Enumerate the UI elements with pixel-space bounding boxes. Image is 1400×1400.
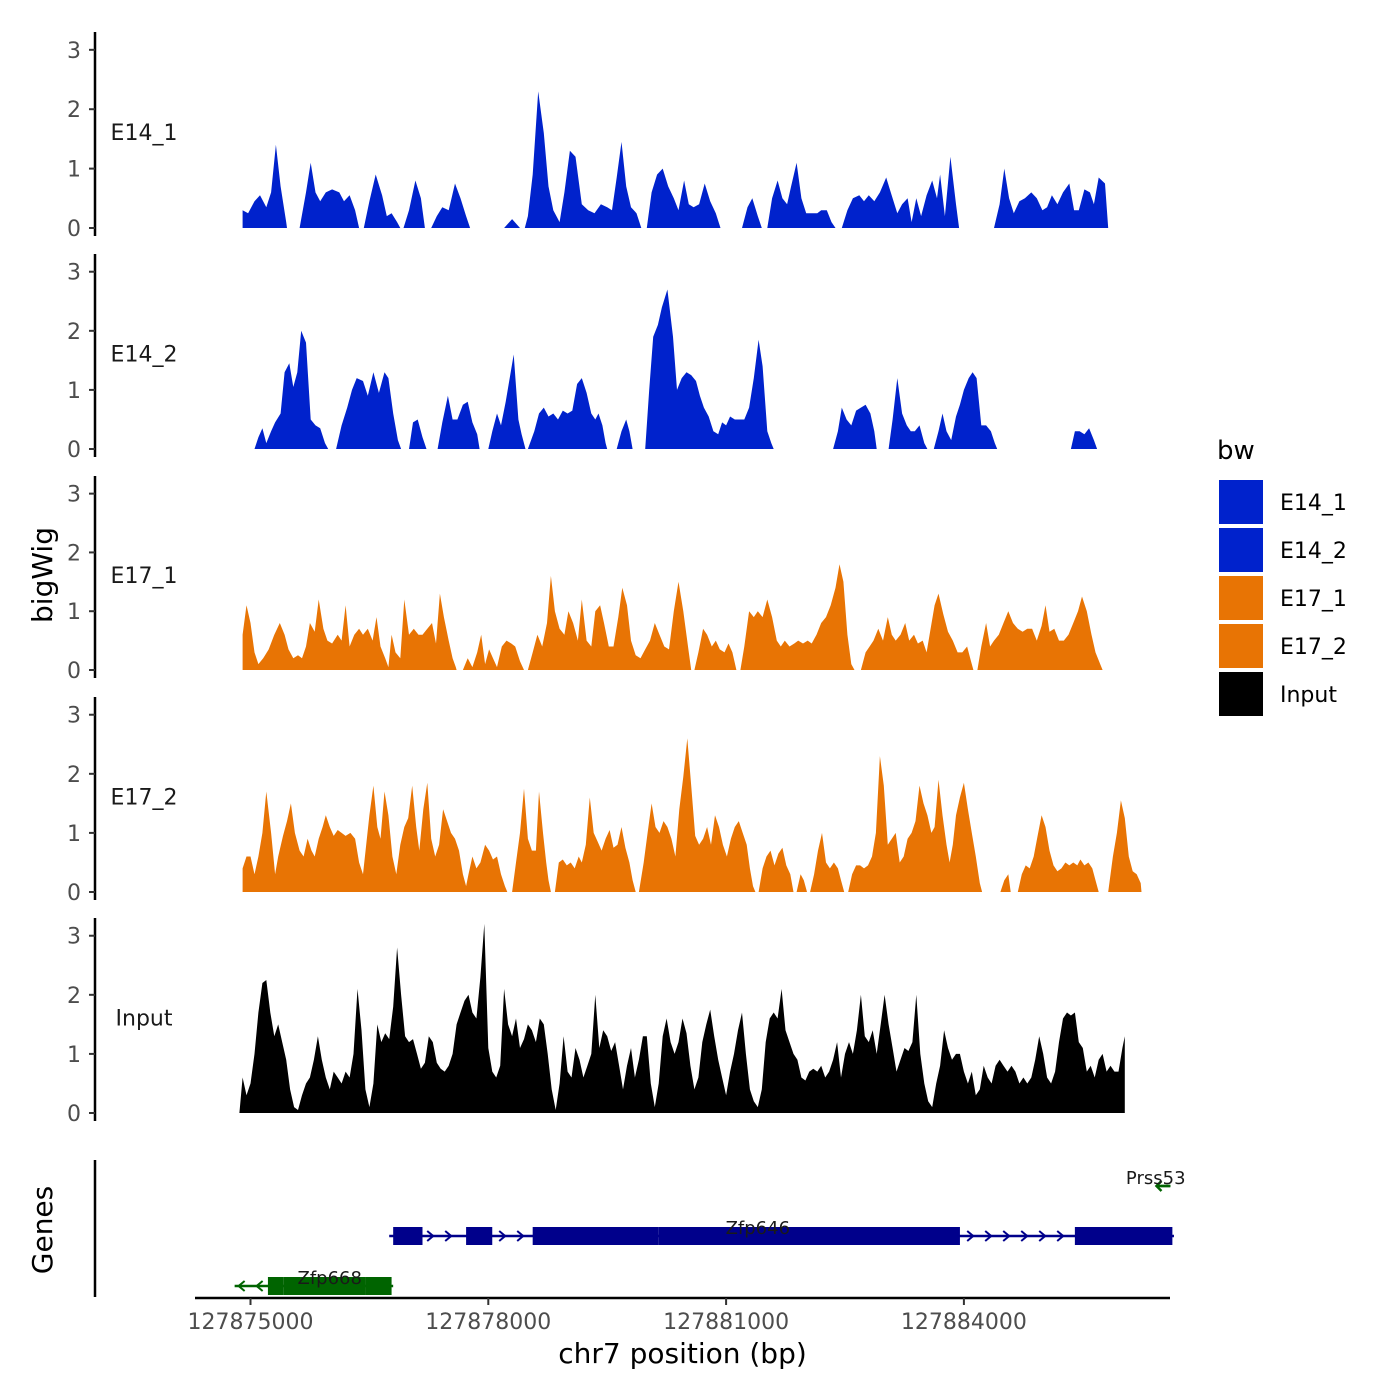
y-tick-label-E17_2-0: 0 bbox=[67, 881, 81, 906]
exon-Zfp668-1 bbox=[283, 1277, 366, 1295]
track-label-E14_1: E14_1 bbox=[111, 121, 178, 146]
y-tick-label-E14_1-3: 3 bbox=[67, 39, 81, 64]
track-label-E17_2: E17_2 bbox=[111, 786, 178, 811]
y-tick-label-Input-2: 2 bbox=[67, 984, 81, 1009]
y-tick-label-E14_2-1: 1 bbox=[67, 379, 81, 404]
y-tick-label-E17_1-1: 1 bbox=[67, 600, 81, 625]
legend-swatch-E14_1 bbox=[1219, 480, 1263, 524]
gene-Prss53: Prss53 bbox=[1126, 1168, 1186, 1192]
y-tick-label-E14_1-0: 0 bbox=[67, 217, 81, 242]
track-label-Input: Input bbox=[116, 1007, 173, 1032]
y-tick-label-Input-1: 1 bbox=[67, 1043, 81, 1068]
x-tick-label-127875000: 127875000 bbox=[187, 1310, 313, 1335]
exon-Zfp668-2 bbox=[365, 1277, 392, 1295]
genes-track-label: Genes bbox=[26, 1186, 59, 1274]
y-tick-label-E17_1-0: 0 bbox=[67, 659, 81, 684]
legend-swatch-E17_1 bbox=[1219, 576, 1263, 620]
y-tick-label-Input-3: 3 bbox=[67, 925, 81, 950]
legend-swatch-E14_2 bbox=[1219, 528, 1263, 572]
y-tick-label-E17_2-1: 1 bbox=[67, 822, 81, 847]
y-axis-label: bigWig bbox=[26, 527, 59, 623]
y-tick-label-E17_1-2: 2 bbox=[67, 541, 81, 566]
y-tick-label-E14_2-3: 3 bbox=[67, 261, 81, 286]
strand-arrow-icon bbox=[966, 1230, 975, 1242]
strand-arrow-icon bbox=[1038, 1230, 1047, 1242]
y-tick-label-E14_2-0: 0 bbox=[67, 438, 81, 463]
gene-models: Zfp646 Zfp668 Prss53 bbox=[234, 1168, 1186, 1295]
exon-Zfp646-4 bbox=[1074, 1227, 1173, 1245]
x-axis: 127875000 127878000 127881000 127884000 bbox=[187, 1296, 1170, 1335]
y-tick-label-Input-0: 0 bbox=[67, 1102, 81, 1127]
x-tick-label-127881000: 127881000 bbox=[663, 1310, 789, 1335]
gene-label-Prss53: Prss53 bbox=[1126, 1168, 1186, 1189]
exon-Zfp668-0 bbox=[267, 1277, 284, 1295]
legend-label-E14_2: E14_2 bbox=[1280, 539, 1347, 564]
gene-label-Zfp668: Zfp668 bbox=[298, 1268, 362, 1289]
x-axis-label: chr7 position (bp) bbox=[558, 1337, 807, 1370]
signal-area-E17_1 bbox=[242, 564, 1103, 670]
y-tick-label-E14_1-2: 2 bbox=[67, 98, 81, 123]
strand-arrow-icon bbox=[1056, 1230, 1065, 1242]
y-tick-label-E14_2-2: 2 bbox=[67, 320, 81, 345]
exon-Zfp646-0 bbox=[393, 1227, 423, 1245]
strand-arrow-icon bbox=[498, 1230, 507, 1242]
signal-area-E14_1 bbox=[242, 91, 1109, 229]
track-E17_2: 0 1 2 3 E17_2 bbox=[67, 697, 1142, 906]
y-tick-label-E17_2-2: 2 bbox=[67, 763, 81, 788]
gene-label-Zfp646: Zfp646 bbox=[726, 1218, 790, 1239]
gene-Zfp646: Zfp646 bbox=[389, 1218, 1174, 1245]
legend-label-E14_1: E14_1 bbox=[1280, 491, 1347, 516]
signal-area-Input bbox=[239, 923, 1125, 1113]
y-tick-label-E17_1-3: 3 bbox=[67, 483, 81, 508]
legend-label-E17_2: E17_2 bbox=[1280, 635, 1347, 660]
strand-arrow-icon bbox=[255, 1280, 264, 1292]
legend-swatch-E17_2 bbox=[1219, 624, 1263, 668]
legend-label-E17_1: E17_1 bbox=[1280, 587, 1347, 612]
legend: bw E14_1 E14_2 E17_1 E17_2 Input bbox=[1217, 436, 1347, 716]
y-tick-label-E14_1-1: 1 bbox=[67, 158, 81, 183]
exon-Zfp646-1 bbox=[466, 1227, 493, 1245]
genes-track: Genes Zfp646 Zfp668 Prss53 bbox=[26, 1160, 1186, 1297]
legend-swatch-Input bbox=[1219, 672, 1263, 716]
x-tick-label-127884000: 127884000 bbox=[901, 1310, 1027, 1335]
exon-Zfp646-3 bbox=[658, 1227, 960, 1245]
signal-tracks: 0 1 2 3 E14_1 0 1 2 3 E14_2 0 1 2 3 E17_1 0 1 2 3 E17_2 0 1 2 3… bbox=[67, 32, 1142, 1127]
track-E14_2: 0 1 2 3 E14_2 bbox=[67, 254, 1098, 463]
track-label-E17_1: E17_1 bbox=[111, 564, 178, 589]
y-tick-label-E17_2-3: 3 bbox=[67, 704, 81, 729]
strand-arrow-icon bbox=[444, 1230, 453, 1242]
legend-label-Input: Input bbox=[1280, 683, 1337, 708]
strand-arrow-icon bbox=[1154, 1180, 1171, 1192]
exon-Zfp646-2 bbox=[532, 1227, 659, 1245]
signal-area-E17_2 bbox=[242, 738, 1142, 892]
strand-arrow-icon bbox=[516, 1230, 525, 1242]
strand-arrow-icon bbox=[237, 1280, 246, 1292]
signal-area-E14_2 bbox=[254, 289, 1098, 449]
strand-arrow-icon bbox=[984, 1230, 993, 1242]
gene-Zfp668: Zfp668 bbox=[234, 1268, 394, 1295]
strand-arrow-icon bbox=[1020, 1230, 1029, 1242]
track-Input: 0 1 2 3 Input bbox=[67, 918, 1125, 1127]
track-E14_1: 0 1 2 3 E14_1 bbox=[67, 32, 1109, 242]
legend-title: bw bbox=[1217, 436, 1255, 466]
track-E17_1: 0 1 2 3 E17_1 bbox=[67, 476, 1103, 684]
x-tick-label-127878000: 127878000 bbox=[425, 1310, 551, 1335]
strand-arrow-icon bbox=[426, 1230, 435, 1242]
track-label-E14_2: E14_2 bbox=[111, 343, 178, 368]
strand-arrow-icon bbox=[1002, 1230, 1011, 1242]
